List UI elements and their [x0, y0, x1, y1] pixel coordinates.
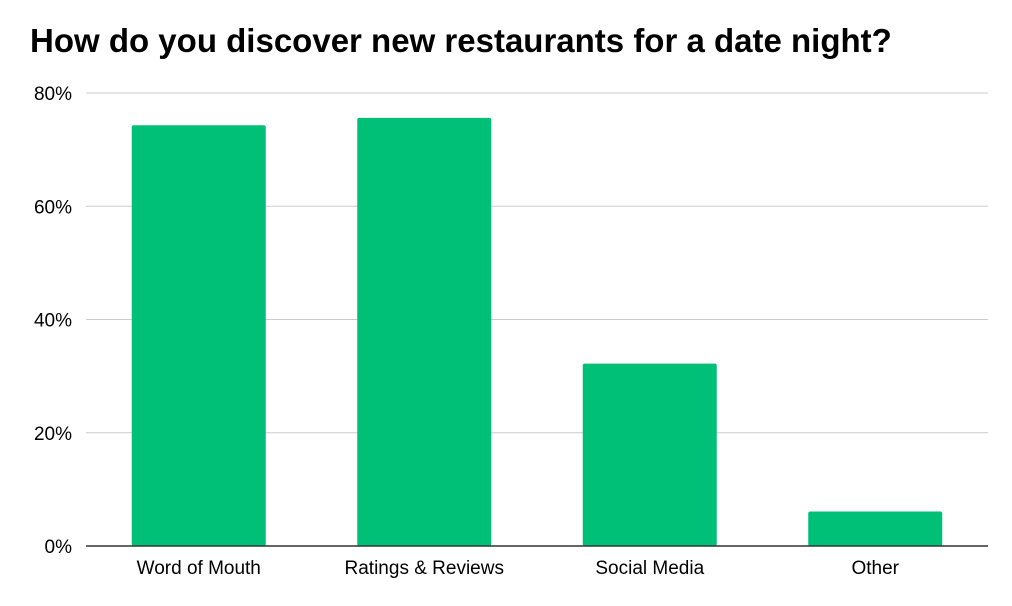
- chart-title: How do you discover new restaurants for …: [30, 22, 892, 59]
- bars: [131, 117, 943, 547]
- x-tick-label: Social Media: [595, 558, 704, 579]
- y-axis-labels: 0% 20% 40% 60% 80%: [34, 84, 72, 558]
- x-tick-label: Ratings & Reviews: [345, 558, 504, 579]
- x-tick-label: Other: [851, 558, 899, 579]
- x-axis-labels: Word of Mouth Ratings & Reviews Social Med…: [137, 558, 900, 579]
- bar: [131, 125, 266, 547]
- y-tick-label: 20%: [34, 424, 72, 445]
- bar: [357, 117, 492, 546]
- bar: [582, 363, 717, 546]
- y-tick-label: 60%: [34, 197, 72, 218]
- y-tick-label: 80%: [34, 84, 72, 105]
- y-tick-label: 0%: [45, 537, 73, 558]
- y-tick-label: 40%: [34, 311, 72, 332]
- x-tick-label: Word of Mouth: [137, 558, 261, 579]
- bar: [808, 511, 943, 546]
